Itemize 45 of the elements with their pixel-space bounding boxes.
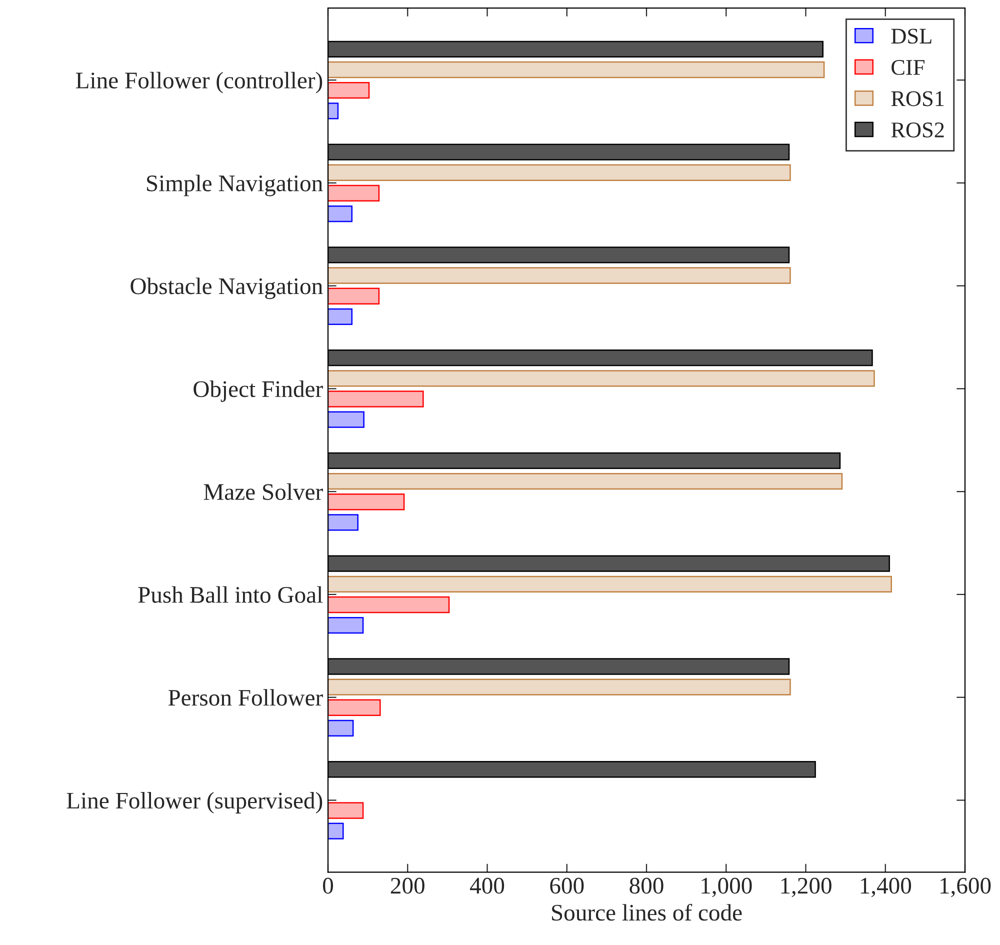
x-tick-label: 400 [470,878,504,894]
bar [328,576,892,593]
legend-label: CIF [892,60,924,75]
bar [328,82,370,99]
x-tick-label: 0 [322,878,334,894]
bar [328,720,354,737]
y-tick-label: Person Follower [168,689,323,706]
y-tick-label: Simple Navigation [147,174,323,196]
bar [328,514,358,531]
x-tick-label: 200 [390,878,424,894]
bar [328,494,405,510]
x-axis-title: Source lines of code [552,904,742,921]
bar [328,308,353,326]
legend-label: DSL [891,28,932,44]
y-tick-label: Line Follower (supervised) [66,792,322,814]
bar [328,205,353,222]
bar [328,370,875,387]
x-tick-label: 1,400 [860,878,912,898]
bar [328,288,380,304]
x-tick-label: 1,600 [940,878,991,898]
bar [328,411,364,428]
x-tick-label: 600 [550,878,584,894]
bar [328,822,344,840]
legend-label: ROS1 [891,91,944,106]
bar [328,678,791,696]
bar [328,267,791,284]
bar [328,184,380,202]
bar [328,472,843,490]
y-tick-label: Object Finder [194,380,323,402]
bar [328,802,364,819]
bar [328,699,381,716]
bar [328,596,450,614]
y-tick-label: Line Follower (controller) [76,72,322,94]
x-tick-label: 800 [630,878,664,894]
bar [328,61,825,78]
bar [328,102,339,120]
legend-label: ROS2 [891,122,944,138]
y-tick-label: Maze Solver [204,483,323,500]
x-tick-label: 1,200 [781,878,832,898]
y-tick-label: Obstacle Navigation [130,278,323,300]
y-tick-label: Push Ball into Goal [138,586,323,603]
bar [328,164,791,181]
bar [328,616,364,634]
x-tick-label: 1,000 [702,878,752,898]
bar [328,390,424,408]
